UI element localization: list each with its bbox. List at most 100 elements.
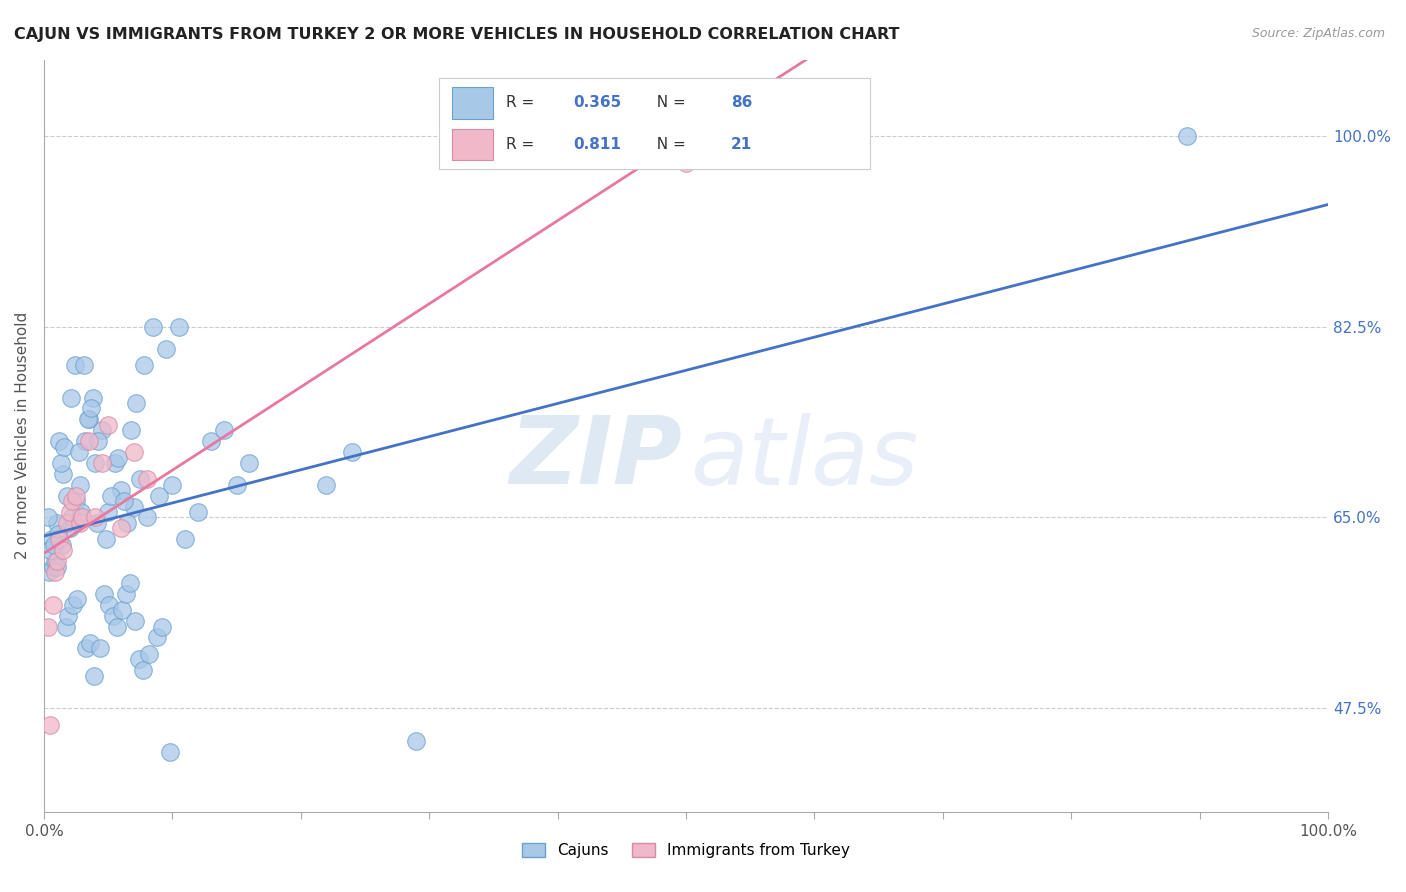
Point: [37, 510, 59, 524]
Point: [56, 516, 79, 530]
Point: [238, 456, 260, 470]
FancyBboxPatch shape: [453, 128, 494, 160]
FancyBboxPatch shape: [440, 78, 870, 169]
Point: [73, 358, 96, 372]
Point: [48, 533, 70, 547]
Point: [124, 614, 146, 628]
Point: [122, 445, 145, 459]
Point: [115, 587, 138, 601]
Point: [52, 543, 75, 558]
Point: [103, 456, 125, 470]
Point: [1175, 128, 1198, 143]
Point: [66, 592, 89, 607]
Text: 21: 21: [731, 136, 752, 152]
Point: [58, 608, 80, 623]
Point: [86, 516, 108, 530]
Point: [49, 456, 72, 470]
Point: [93, 587, 115, 601]
Point: [138, 647, 160, 661]
Point: [167, 319, 190, 334]
Point: [80, 401, 103, 416]
Point: [129, 472, 152, 486]
Text: CAJUN VS IMMIGRANTS FROM TURKEY 2 OR MORE VEHICLES IN HOUSEHOLD CORRELATION CHAR: CAJUN VS IMMIGRANTS FROM TURKEY 2 OR MOR…: [14, 27, 900, 42]
Point: [58, 521, 80, 535]
FancyBboxPatch shape: [453, 87, 494, 119]
Point: [146, 631, 169, 645]
Point: [83, 668, 105, 682]
Point: [79, 636, 101, 650]
Point: [75, 641, 97, 656]
Text: 86: 86: [731, 95, 752, 111]
Text: Source: ZipAtlas.com: Source: ZipAtlas.com: [1251, 27, 1385, 40]
Point: [55, 619, 77, 633]
Point: [44, 538, 66, 552]
Point: [100, 489, 122, 503]
Point: [69, 516, 91, 530]
Point: [72, 510, 94, 524]
Point: [150, 619, 173, 633]
Point: [103, 608, 125, 623]
Point: [39, 543, 62, 558]
Point: [315, 477, 337, 491]
Point: [48, 434, 70, 449]
Point: [125, 396, 148, 410]
Point: [44, 565, 66, 579]
Text: ZIP: ZIP: [509, 412, 682, 504]
Point: [72, 510, 94, 524]
Point: [69, 477, 91, 491]
Point: [142, 319, 165, 334]
Point: [135, 472, 157, 486]
Point: [135, 510, 157, 524]
Text: 0.811: 0.811: [574, 136, 621, 152]
Point: [405, 734, 427, 748]
Point: [200, 434, 222, 449]
Y-axis label: 2 or more Vehicles in Household: 2 or more Vehicles in Household: [15, 312, 30, 559]
Point: [65, 489, 87, 503]
Point: [107, 450, 129, 465]
Legend: Cajuns, Immigrants from Turkey: Cajuns, Immigrants from Turkey: [516, 837, 856, 864]
Point: [89, 641, 111, 656]
Point: [122, 500, 145, 514]
Point: [117, 516, 139, 530]
Point: [62, 598, 84, 612]
Point: [340, 445, 363, 459]
Point: [84, 456, 107, 470]
Text: R =: R =: [506, 95, 540, 111]
Point: [77, 412, 100, 426]
Point: [65, 494, 87, 508]
Point: [41, 533, 63, 547]
Point: [45, 554, 67, 568]
Point: [110, 521, 132, 535]
Point: [111, 603, 134, 617]
Point: [44, 554, 66, 568]
Point: [90, 456, 112, 470]
Point: [128, 652, 150, 666]
Point: [155, 342, 177, 356]
Point: [73, 434, 96, 449]
Point: [84, 510, 107, 524]
Point: [63, 358, 86, 372]
Point: [87, 434, 110, 449]
Point: [77, 434, 100, 449]
Point: [159, 745, 181, 759]
Text: 0.365: 0.365: [574, 95, 621, 111]
Point: [110, 483, 132, 498]
Point: [225, 477, 247, 491]
Point: [90, 423, 112, 437]
Point: [132, 663, 155, 677]
Point: [42, 598, 65, 612]
Point: [187, 505, 209, 519]
Point: [118, 575, 141, 590]
Point: [60, 494, 83, 508]
Point: [132, 358, 155, 372]
Point: [51, 538, 73, 552]
Point: [56, 489, 79, 503]
Point: [52, 467, 75, 481]
Text: N =: N =: [648, 136, 692, 152]
Point: [39, 717, 62, 731]
Point: [58, 505, 80, 519]
Point: [212, 423, 235, 437]
Point: [38, 565, 60, 579]
Point: [162, 477, 184, 491]
Point: [174, 533, 197, 547]
